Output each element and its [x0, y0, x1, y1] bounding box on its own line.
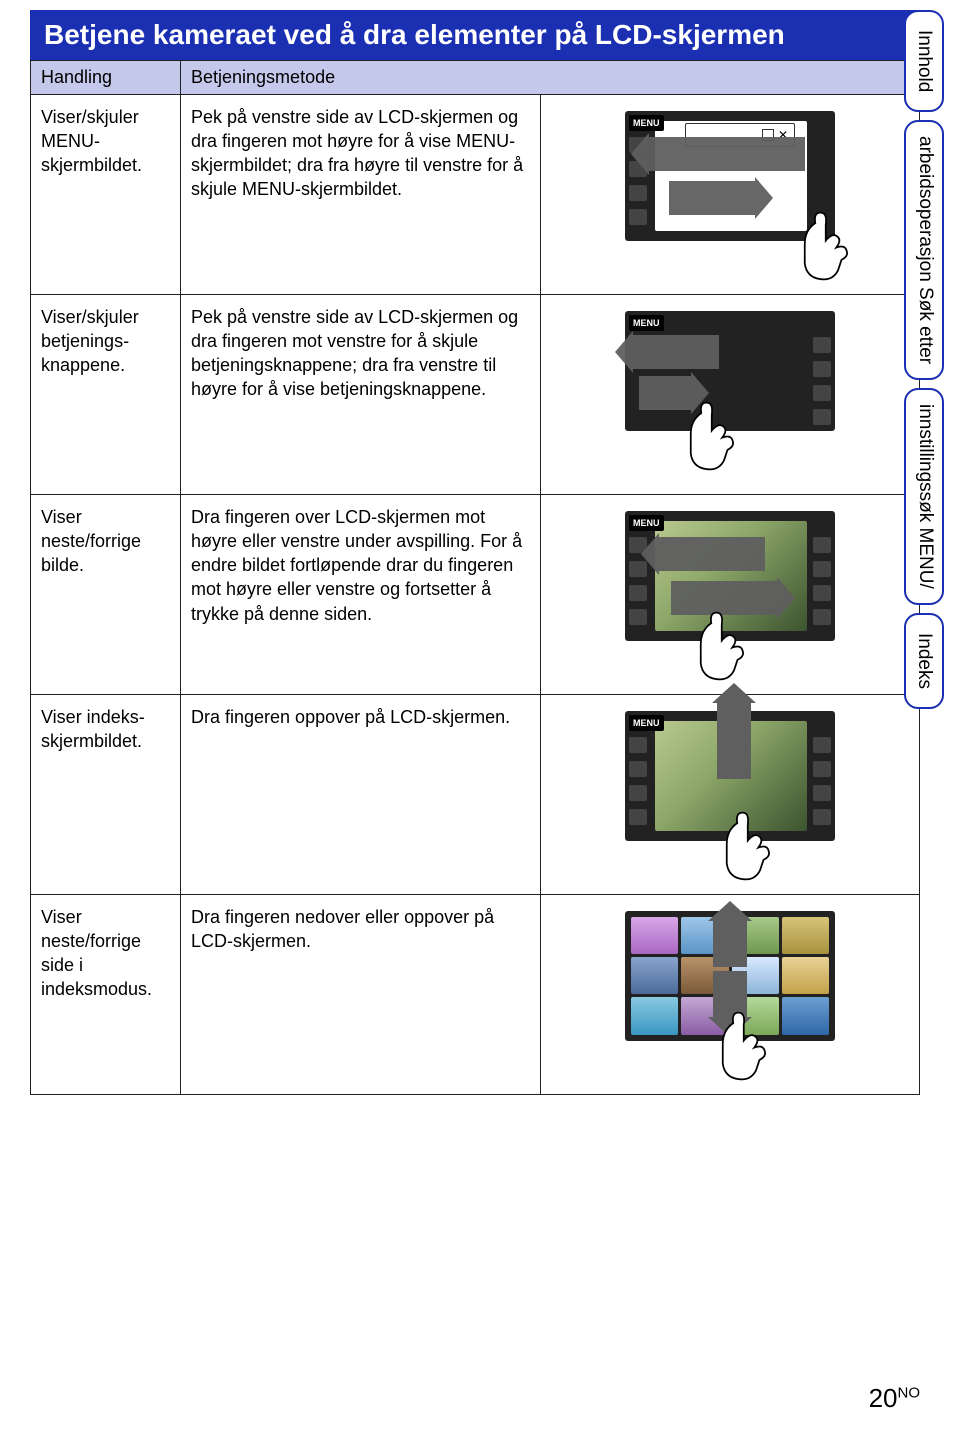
page-title: Betjene kameraet ved å dra elementer på …: [30, 10, 920, 60]
illustration-cell: MENU: [541, 694, 920, 894]
swipe-menu-illustration: ✕ MENU: [625, 111, 835, 241]
illustration-cell: [541, 894, 920, 1094]
tab-sok-etter[interactable]: arbeidsoperasjon Søk etter: [904, 120, 944, 380]
swipe-photo-illustration: MENU: [625, 511, 835, 641]
action-cell: Viser/skjuler betjenings-knappene.: [31, 294, 181, 494]
menu-label-icon: MENU: [629, 315, 664, 331]
illustration-cell: ✕ MENU: [541, 94, 920, 294]
method-cell: Pek på venstre side av LCD-skjermen og d…: [181, 94, 541, 294]
side-tabs: Innhold arbeidsoperasjon Søk etter innst…: [904, 10, 944, 709]
page-number: 20NO: [869, 1383, 920, 1414]
tab-innhold[interactable]: Innhold: [904, 10, 944, 112]
table-row: Viser indeks-skjermbildet. Dra fingeren …: [31, 694, 920, 894]
method-cell: Pek på venstre side av LCD-skjermen og d…: [181, 294, 541, 494]
action-cell: Viser neste/forrige bilde.: [31, 494, 181, 694]
hand-icon: [685, 605, 755, 685]
index-grid-illustration: [625, 911, 835, 1041]
hand-icon: [711, 805, 781, 885]
table-row: Viser neste/forrige bilde. Dra fingeren …: [31, 494, 920, 694]
illustration-cell: MENU: [541, 294, 920, 494]
col-header-method: Betjeningsmetode: [181, 60, 920, 94]
hand-icon: [707, 1005, 777, 1085]
table-row: Viser neste/forrige side i indeksmodus. …: [31, 894, 920, 1094]
tab-indeks[interactable]: Indeks: [904, 613, 944, 709]
hand-icon: [789, 205, 859, 285]
instruction-table: Handling Betjeningsmetode Viser/skjuler …: [30, 60, 920, 1095]
illustration-cell: MENU: [541, 494, 920, 694]
action-cell: Viser neste/forrige side i indeksmodus.: [31, 894, 181, 1094]
action-cell: Viser/skjuler MENU-skjermbildet.: [31, 94, 181, 294]
menu-label-icon: MENU: [629, 715, 664, 731]
hand-icon: [675, 395, 745, 475]
col-header-action: Handling: [31, 60, 181, 94]
table-row: Viser/skjuler MENU-skjermbildet. Pek på …: [31, 94, 920, 294]
swipe-up-illustration: MENU: [625, 711, 835, 841]
menu-label-icon: MENU: [629, 115, 664, 131]
swipe-controls-illustration: MENU: [625, 311, 835, 431]
tab-menu-innstilling[interactable]: innstillingssøk MENU/: [904, 388, 944, 605]
method-cell: Dra fingeren oppover på LCD-skjermen.: [181, 694, 541, 894]
table-row: Viser/skjuler betjenings-knappene. Pek p…: [31, 294, 920, 494]
method-cell: Dra fingeren over LCD-skjermen mot høyre…: [181, 494, 541, 694]
method-cell: Dra fingeren nedover eller oppover på LC…: [181, 894, 541, 1094]
action-cell: Viser indeks-skjermbildet.: [31, 694, 181, 894]
menu-label-icon: MENU: [629, 515, 664, 531]
